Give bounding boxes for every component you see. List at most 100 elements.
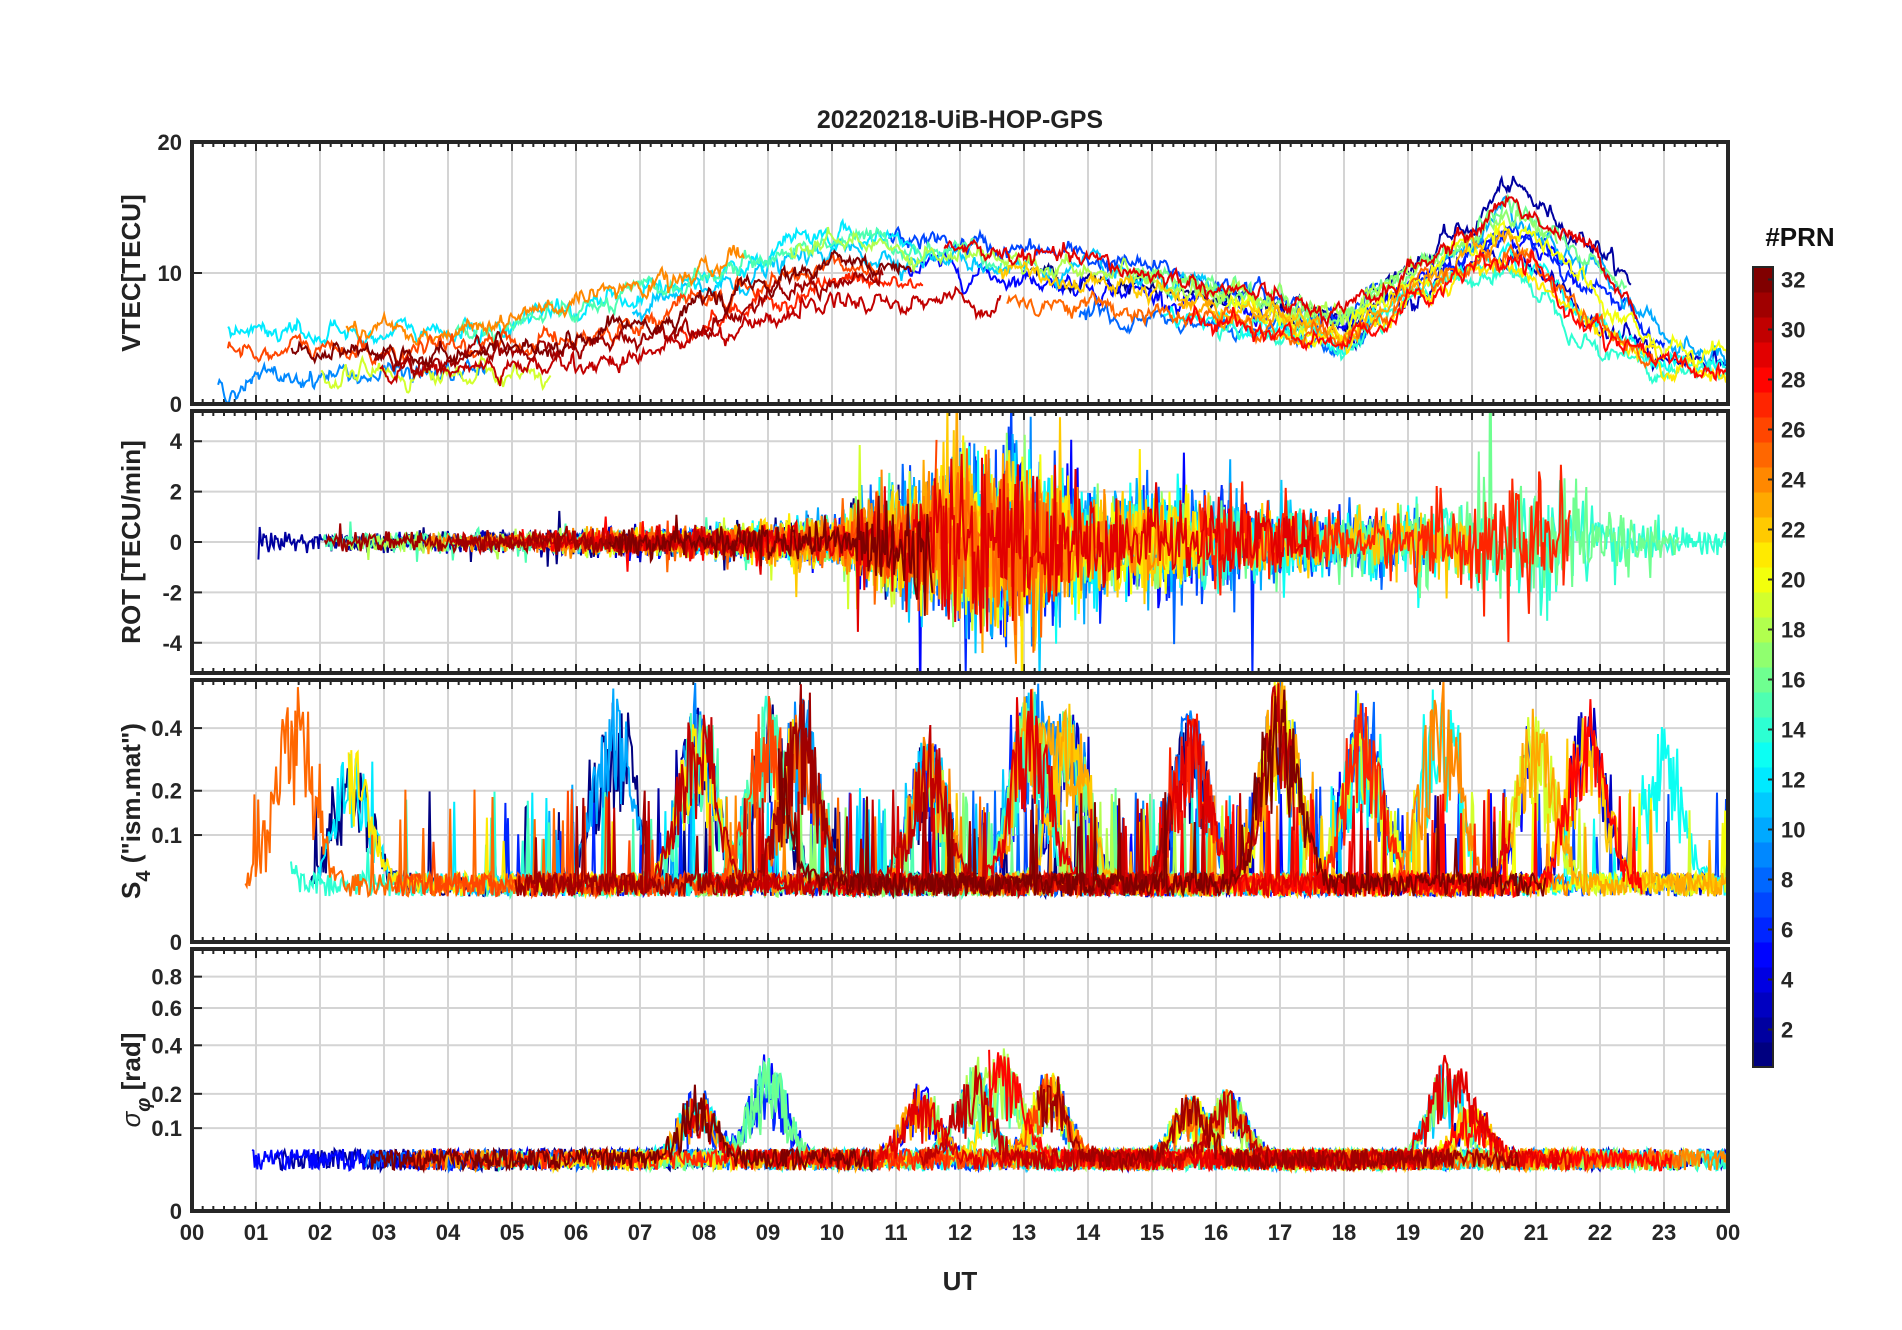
y-tick-label: 0.4 (151, 716, 182, 741)
colorbar-segment (1753, 492, 1773, 518)
chart-title: 20220218-UiB-HOP-GPS (817, 106, 1103, 134)
colorbar-segment (1753, 417, 1773, 443)
y-tick-label: 0.1 (151, 823, 182, 848)
y-tick-label: 0 (170, 1199, 182, 1224)
x-tick-label: 10 (820, 1220, 844, 1245)
y-axis-label: VTEC[TECU] (116, 194, 146, 351)
colorbar-tick-label: 28 (1781, 368, 1805, 393)
x-tick-label: 21 (1524, 1220, 1548, 1245)
colorbar-tick-label: 12 (1781, 768, 1805, 793)
colorbar-segment (1753, 767, 1773, 793)
colorbar-segment (1753, 742, 1773, 768)
vtec-series-prn-32 (290, 249, 913, 368)
s4-series-prn-31 (514, 684, 1174, 900)
x-tick-label: 06 (564, 1220, 588, 1245)
colorbar-tick-label: 2 (1781, 1018, 1793, 1043)
series-group (217, 174, 1728, 404)
x-tick-label: 22 (1588, 1220, 1612, 1245)
x-tick-label: 13 (1012, 1220, 1036, 1245)
rot-series-prn-32 (608, 495, 934, 616)
colorbar-segment (1753, 342, 1773, 368)
x-tick-label: 01 (244, 1220, 268, 1245)
colorbar-segment (1753, 992, 1773, 1018)
colorbar-tick-label: 14 (1781, 718, 1806, 743)
y-axis-label: σφ [rad] (116, 1033, 155, 1128)
x-tick-label: 19 (1396, 1220, 1420, 1245)
vtec-series-prn-27 (678, 270, 924, 343)
x-tick-label: 04 (436, 1220, 461, 1245)
x-tick-label: 07 (628, 1220, 652, 1245)
colorbar-segment (1753, 667, 1773, 693)
colorbar-segment (1753, 967, 1773, 993)
x-tick-label: 17 (1268, 1220, 1292, 1245)
colorbar-tick-label: 16 (1781, 668, 1805, 693)
colorbar-tick-label: 26 (1781, 418, 1805, 443)
colorbar-segment (1753, 567, 1773, 593)
x-tick-label: 08 (692, 1220, 716, 1245)
panel-4: 0 0.1 0.2 0.4 0.6 0.8 σφ [rad] (116, 947, 1730, 1224)
colorbar-segment (1753, 892, 1773, 918)
vtec-series-prn-26 (226, 253, 878, 367)
x-tick-label: 15 (1140, 1220, 1164, 1245)
x-tick-label: 12 (948, 1220, 972, 1245)
panel-2: -4 -2 0 2 4 ROT [TECU/min] (116, 409, 1730, 675)
vtec-series-prn-31 (373, 266, 884, 381)
colorbar-segment (1753, 267, 1773, 293)
colorbar-tick-label: 32 (1781, 268, 1805, 293)
series-group (244, 680, 1728, 901)
x-tick-label: 18 (1332, 1220, 1356, 1245)
colorbar-segment (1753, 542, 1773, 568)
y-axis-label: S4 ("ism.mat") (116, 723, 155, 899)
x-tick-label: 09 (756, 1220, 780, 1245)
y-tick-label: 0.6 (151, 996, 182, 1021)
y-tick-label: 0 (170, 530, 182, 555)
s4-series-prn-32 (777, 689, 1547, 898)
x-tick-label: 20 (1460, 1220, 1484, 1245)
vtec-series-prn-24 (345, 244, 745, 346)
y-tick-label: 2 (170, 480, 182, 505)
vtec-series-prn-15 (454, 226, 1003, 343)
y-tick-label: 0.1 (151, 1116, 182, 1141)
x-tick-label: 00 (1716, 1220, 1740, 1245)
y-tick-label: -4 (162, 631, 182, 656)
x-axis-label: UT (943, 1266, 978, 1296)
colorbar-segment (1753, 842, 1773, 868)
colorbar-tick-label: 24 (1781, 468, 1806, 493)
x-tick-label: 03 (372, 1220, 396, 1245)
colorbar-segment (1753, 642, 1773, 668)
colorbar-segment (1753, 792, 1773, 818)
colorbar-segment (1753, 917, 1773, 943)
colorbar-segment (1753, 717, 1773, 743)
x-tick-label: 16 (1204, 1220, 1228, 1245)
y-axis-label: ROT [TECU/min] (116, 440, 146, 644)
vtec-series-prn-8 (1078, 297, 1379, 359)
colorbar-tick-label: 18 (1781, 618, 1805, 643)
colorbar-label: #PRN (1765, 222, 1834, 252)
sigmaphi-series-prn-31 (1036, 1076, 1520, 1174)
y-tick-label: 0.2 (151, 1082, 182, 1107)
colorbar-segment (1753, 1017, 1773, 1043)
y-tick-label: 4 (170, 429, 183, 454)
vtec-series-prn-29 (943, 194, 1638, 330)
colorbar-segment (1753, 692, 1773, 718)
rot-series-prn-31 (323, 523, 643, 557)
x-tick-label: 23 (1652, 1220, 1676, 1245)
panel-1: 0 10 20 VTEC[TECU] (116, 130, 1730, 417)
colorbar-segment (1753, 617, 1773, 643)
y-tick-label: 0.8 (151, 965, 182, 990)
colorbar-segment (1753, 392, 1773, 418)
vtec-series-prn-19 (320, 354, 552, 394)
colorbar-tick-label: 22 (1781, 518, 1805, 543)
panel-3: 0 0.1 0.2 0.4S4 ("ism.mat") (116, 678, 1730, 955)
colorbar-frame (1752, 266, 1774, 1068)
vtec-series-prn-30 (379, 285, 1002, 387)
series-group (251, 1048, 1728, 1175)
x-tick-label: 00 (180, 1220, 204, 1245)
x-tick-label: 05 (500, 1220, 524, 1245)
colorbar-segment (1753, 817, 1773, 843)
colorbar-tick-label: 6 (1781, 918, 1793, 943)
series-group (257, 411, 1728, 673)
colorbar-segment (1753, 517, 1773, 543)
colorbar-segment (1753, 467, 1773, 493)
